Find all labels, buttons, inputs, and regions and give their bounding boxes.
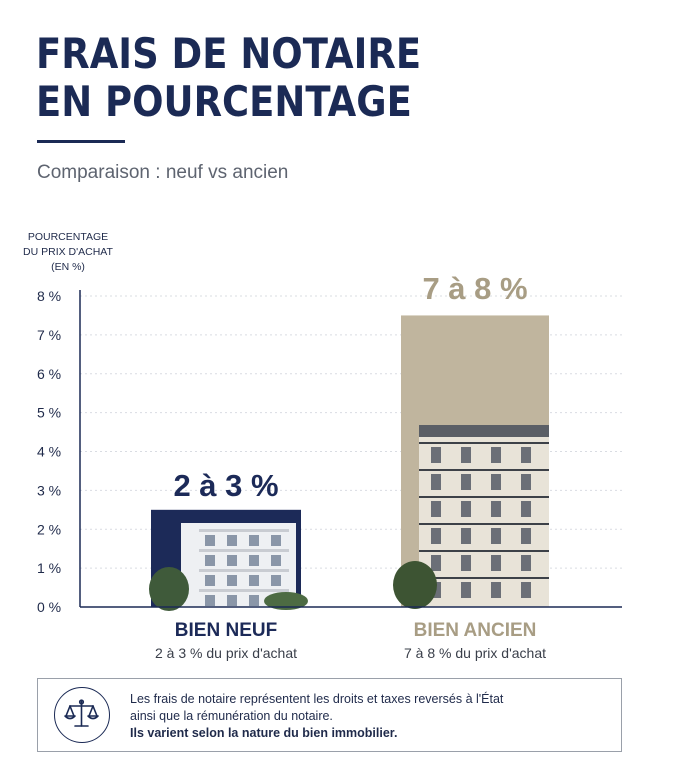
building-window [491, 582, 501, 598]
building-window [461, 582, 471, 598]
title-underline [37, 140, 125, 143]
building-balcony [419, 577, 549, 579]
building-window [431, 474, 441, 490]
info-note: Les frais de notaire représentent les dr… [37, 678, 622, 752]
building-window [521, 501, 531, 517]
building-window [491, 555, 501, 571]
building-window [461, 501, 471, 517]
building-balcony [419, 523, 549, 525]
y-tick-label: 8 % [37, 288, 61, 304]
y-axis-label-line: POURCENTAGE [27, 231, 109, 243]
building-window [521, 582, 531, 598]
y-tick-label: 2 % [37, 521, 61, 537]
building-window [431, 528, 441, 544]
y-tick-label: 4 % [37, 444, 61, 460]
tree-illustration [393, 561, 437, 609]
page-title: FRAIS DE NOTAIRE EN POURCENTAGE [36, 30, 421, 126]
category-label-1: BIEN NEUF [174, 620, 278, 641]
category-subtitle-2: 7 à 8 % du prix d'achat [404, 645, 546, 661]
building-floor [199, 529, 289, 532]
note-line-1: Les frais de notaire représentent les dr… [130, 692, 504, 706]
building-window [521, 555, 531, 571]
y-axis-label-line: DU PRIX D'ACHAT [23, 246, 113, 258]
building-window [249, 555, 259, 566]
data-label-2: 7 à 8 % [422, 271, 528, 307]
note-line-2: ainsi que la rémunération du notaire. [130, 709, 333, 723]
building-window [249, 575, 259, 586]
building-window [491, 501, 501, 517]
building-window [271, 535, 281, 546]
building-window [491, 447, 501, 463]
title-line-1: FRAIS DE NOTAIRE [36, 29, 422, 78]
building-window [271, 555, 281, 566]
building-window [461, 528, 471, 544]
building-balcony [419, 442, 549, 444]
building-window [461, 447, 471, 463]
category-label-2: BIEN ANCIEN [413, 620, 537, 641]
scales-of-justice-icon [54, 687, 110, 743]
y-tick-label: 3 % [37, 482, 61, 498]
title-line-2: EN POURCENTAGE [36, 77, 412, 126]
building-window [461, 474, 471, 490]
building-window [431, 555, 441, 571]
building-window [205, 555, 215, 566]
tree-illustration [149, 567, 189, 611]
building-window [521, 528, 531, 544]
y-tick-label: 6 % [37, 366, 61, 382]
building-window [205, 535, 215, 546]
data-label-1: 2 à 3 % [173, 467, 279, 503]
shrub-illustration [264, 592, 308, 610]
building-floor [199, 589, 289, 592]
note-line-3: Ils varient selon la nature du bien immo… [130, 726, 398, 740]
building-window [227, 555, 237, 566]
building-window [521, 474, 531, 490]
building-window [431, 501, 441, 517]
building-window [491, 474, 501, 490]
building-window [491, 528, 501, 544]
roof-illustration [419, 425, 549, 437]
y-axis-label-line: (EN %) [51, 261, 85, 273]
building-window [205, 575, 215, 586]
building-floor [199, 569, 289, 572]
building-window [205, 595, 215, 606]
building-window [271, 575, 281, 586]
note-text: Les frais de notaire représentent les dr… [130, 691, 610, 742]
building-window [249, 535, 259, 546]
building-balcony [419, 550, 549, 552]
building-balcony [419, 496, 549, 498]
building-window [227, 575, 237, 586]
y-tick-label: 0 % [37, 599, 61, 615]
subtitle: Comparaison : neuf vs ancien [37, 162, 289, 183]
building-window [431, 447, 441, 463]
building-floor [199, 549, 289, 552]
building-window [249, 595, 259, 606]
y-axis-label: POURCENTAGE DU PRIX D'ACHAT (EN %) [18, 230, 118, 275]
building-window [461, 555, 471, 571]
y-tick-label: 1 % [37, 560, 61, 576]
building-window [227, 595, 237, 606]
category-subtitle-1: 2 à 3 % du prix d'achat [155, 645, 297, 661]
building-balcony [419, 469, 549, 471]
y-tick-label: 5 % [37, 405, 61, 421]
building-window [227, 535, 237, 546]
building-window [521, 447, 531, 463]
y-tick-label: 7 % [37, 327, 61, 343]
